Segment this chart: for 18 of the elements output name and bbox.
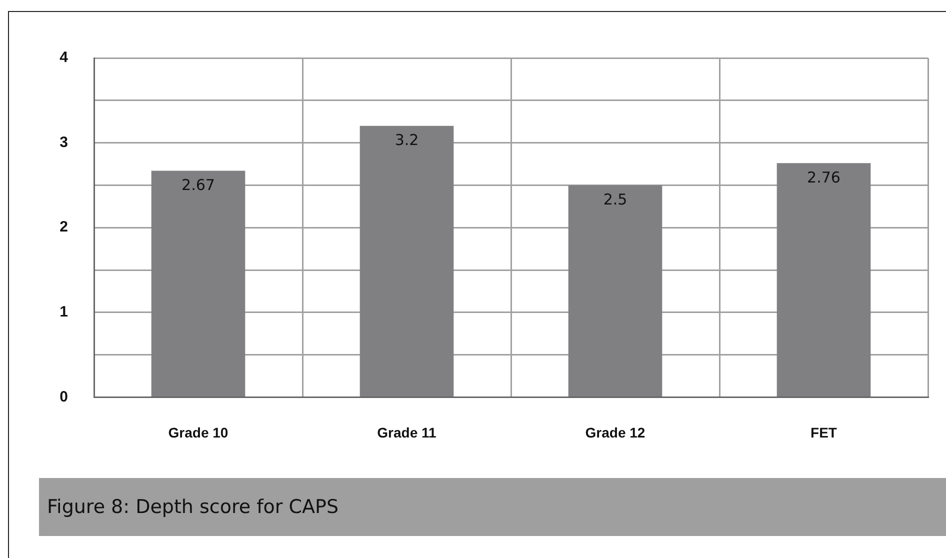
y-tick-label: 1 [60, 304, 68, 321]
text: Figure 8: Depth score for CAPS [39, 478, 946, 536]
y-tick-label: 0 [60, 388, 68, 406]
data-label: 2.76 [807, 168, 840, 187]
data-label: 2.67 [182, 176, 215, 194]
x-tick-label: FET [810, 424, 838, 440]
bar [151, 170, 246, 396]
x-tick-label: Grade 10 [168, 424, 228, 440]
x-tick-label: Grade 11 [377, 424, 437, 440]
data-label: 3.2 [394, 131, 419, 150]
bar [568, 185, 662, 396]
bar [776, 163, 871, 396]
bar [360, 126, 454, 396]
y-tick-label: 2 [60, 218, 68, 236]
x-tick-label: Grade 12 [585, 424, 646, 440]
y-tick-label: 4 [60, 49, 69, 66]
y-tick-label: 3 [60, 134, 68, 151]
data-label: 2.5 [603, 190, 628, 209]
